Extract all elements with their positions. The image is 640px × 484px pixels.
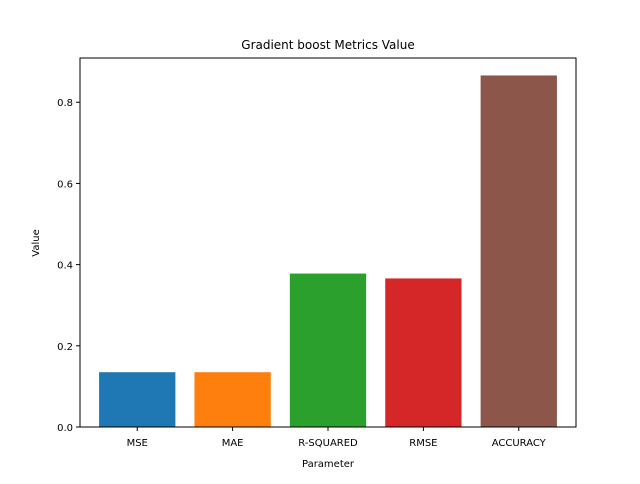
bar-rmse — [385, 278, 462, 427]
x-tick-label: MAE — [222, 438, 244, 449]
y-axis-label: Value — [31, 229, 42, 256]
x-tick-label: MSE — [127, 438, 148, 449]
x-tick-label: RMSE — [409, 438, 437, 449]
bar-mae — [194, 372, 271, 427]
y-tick-label: 0.6 — [57, 179, 73, 190]
x-tick-label: R-SQUARED — [298, 438, 358, 449]
bar-mse — [99, 372, 176, 427]
bar-r-squared — [289, 273, 367, 427]
bar-accuracy — [480, 75, 557, 428]
y-tick-label: 0.4 — [57, 261, 73, 272]
y-tick-label: 0.2 — [57, 342, 73, 353]
chart-title: Gradient boost Metrics Value — [241, 38, 414, 52]
x-tick-label: ACCURACY — [492, 438, 547, 449]
y-axis-ticks: 0.0 0.2 0.4 0.6 0.8 — [57, 98, 80, 434]
y-tick-label: 0.0 — [57, 423, 73, 434]
x-axis-ticks: MSE MAE R-SQUARED RMSE ACCURACY — [127, 427, 547, 449]
x-axis-label: Parameter — [302, 459, 355, 470]
y-tick-label: 0.8 — [57, 98, 73, 109]
bars-layer — [99, 75, 557, 428]
